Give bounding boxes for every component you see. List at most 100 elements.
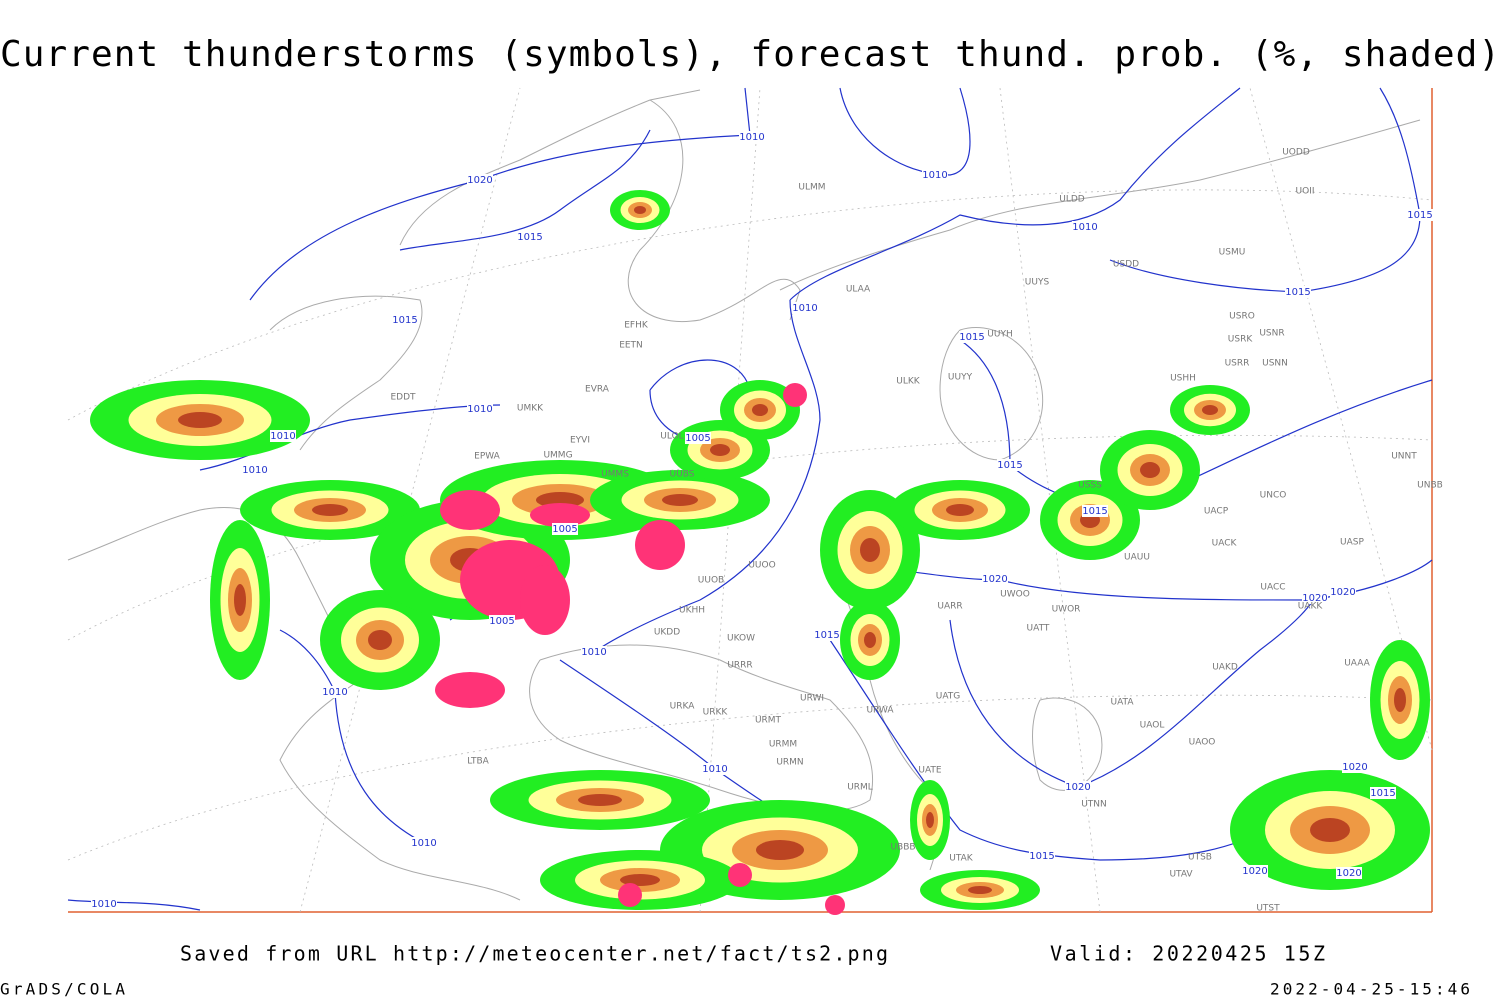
station-code: UKDD: [654, 628, 680, 638]
station-code: URRR: [727, 661, 752, 671]
storm-area: [946, 504, 974, 516]
station-code: ULKK: [896, 377, 921, 387]
station-code: UUOB: [698, 576, 724, 586]
storm-area: [536, 492, 584, 508]
station-code: UASP: [1340, 538, 1364, 548]
credit: GrADS/COLA: [0, 980, 125, 999]
station-code: ULMM: [798, 183, 825, 193]
isobar-label-bg: [1285, 286, 1311, 298]
isobar-label: 1015: [1285, 287, 1310, 298]
isobar-label-bg: [467, 174, 493, 186]
station-code: URMN: [776, 758, 803, 768]
isobar-label: 1015: [814, 630, 839, 641]
station-code: UATT: [1027, 624, 1050, 634]
isobar-label: 1010: [242, 465, 267, 476]
isobar-label: 1015: [1082, 506, 1107, 517]
station-code: UACP: [1204, 507, 1229, 517]
storm-area: [178, 412, 222, 428]
isobar-label: 1020: [1336, 868, 1361, 879]
isobar-label-bg: [1242, 865, 1268, 877]
thunderstorm-symbol: [635, 520, 685, 570]
isobar-label-bg: [1342, 761, 1368, 773]
isobar-label: 1020: [467, 175, 492, 186]
isobar-label-bg: [1029, 850, 1055, 862]
isobar-label: 1010: [411, 838, 436, 849]
station-code: USRK: [1228, 335, 1254, 345]
isobar-label: 1005: [685, 433, 710, 444]
station-code: URMM: [769, 740, 797, 750]
station-code: UWOR: [1052, 605, 1081, 615]
isobar-label-bg: [517, 231, 543, 243]
isobar-label-bg: [814, 629, 840, 641]
isobar-label: 1015: [517, 232, 542, 243]
station-code: UTSB: [1188, 853, 1212, 863]
storm-area: [752, 404, 768, 416]
station-code: UAOO: [1189, 738, 1216, 748]
isobar-label-bg: [685, 432, 711, 444]
station-code: UACC: [1260, 583, 1285, 593]
station-code: USRR: [1225, 359, 1250, 369]
isobar-label: 1015: [997, 460, 1022, 471]
station-code: UAAA: [1344, 659, 1370, 669]
isobar-label: 1010: [792, 303, 817, 314]
storm-area: [968, 886, 992, 894]
isobar-label-bg: [959, 331, 985, 343]
storm-area: [756, 840, 804, 860]
station-code: UAOL: [1140, 721, 1165, 731]
map: [67, 87, 1433, 915]
station-code: UUBS: [670, 470, 695, 480]
isobar-label-bg: [792, 302, 818, 314]
station-code: ULOL: [660, 432, 683, 442]
isobar-label: 1015: [392, 315, 417, 326]
storm-area: [860, 538, 880, 562]
isobar-label-bg: [1336, 867, 1362, 879]
title: Current thunderstorms (symbols), forecas…: [0, 34, 1500, 75]
station-code: UWOO: [1000, 590, 1030, 600]
valid-time: Valid: 20220425 15Z: [1050, 942, 1325, 966]
isobar-label: 1010: [1072, 222, 1097, 233]
storm-area: [368, 630, 392, 650]
station-code: UNCO: [1260, 491, 1287, 501]
isobar-label-bg: [1370, 787, 1396, 799]
storm-area: [926, 812, 934, 828]
isobar-label: 1010: [581, 647, 606, 658]
station-code: UNNT: [1391, 452, 1417, 462]
isobar-label-bg: [467, 403, 493, 415]
isobar-label: 1020: [1330, 587, 1355, 598]
timestamp: 2022-04-25-15:46: [1270, 980, 1470, 999]
isobar-label: 1020: [1065, 782, 1090, 793]
thunderstorm-symbol: [825, 895, 845, 915]
storm-area: [1202, 405, 1218, 415]
isobar-label-bg: [922, 169, 948, 181]
station-code: UKHH: [679, 606, 705, 616]
station-code: UTNN: [1081, 800, 1107, 810]
station-code: USDD: [1113, 260, 1139, 270]
station-code: USSS: [1078, 481, 1102, 491]
isobar-label-bg: [1072, 221, 1098, 233]
storm-area: [634, 206, 646, 214]
station-code: UNBB: [1417, 481, 1443, 491]
station-code: UUOO: [748, 561, 775, 571]
station-code: USNR: [1259, 329, 1284, 339]
station-code: UAUU: [1124, 553, 1150, 563]
isobar-label: 1020: [1242, 866, 1267, 877]
isobar-label: 1015: [1029, 851, 1054, 862]
station-code: URML: [847, 783, 873, 793]
storm-area: [864, 632, 876, 648]
station-code: USNN: [1262, 359, 1288, 369]
isobar-label: 1010: [270, 431, 295, 442]
storm-area: [1140, 462, 1160, 478]
thunderstorm-symbol: [520, 565, 570, 635]
isobar-label: 1020: [982, 574, 1007, 585]
isobar-label-bg: [1302, 592, 1328, 604]
station-code: UODD: [1282, 148, 1310, 158]
source-url: Saved from URL http://meteocenter.net/fa…: [180, 942, 888, 966]
station-code: URWA: [866, 706, 894, 716]
isobar-label-bg: [392, 314, 418, 326]
thunderstorm-symbol: [435, 672, 505, 708]
station-code: UTAV: [1169, 870, 1193, 880]
isobar-label: 1020: [1342, 762, 1367, 773]
station-code: EVRA: [585, 385, 610, 395]
isobar-label: 1010: [322, 687, 347, 698]
isobar-label-bg: [1065, 781, 1091, 793]
